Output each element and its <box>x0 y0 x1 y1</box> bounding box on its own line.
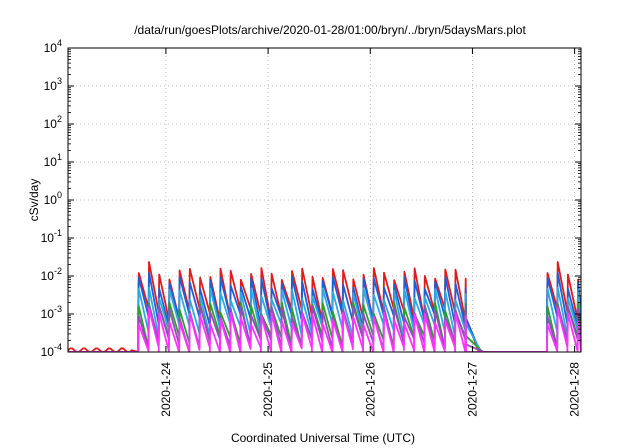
y-tick-label: 10-2 <box>41 266 62 283</box>
y-axis: 10-4 10-3 10-2 10-1 100 101 102 103 104 <box>41 38 581 359</box>
chart-title: /data/run/goesPlots/archive/2020-01-28/0… <box>134 23 526 37</box>
series-line-6 <box>68 307 581 352</box>
x-tick-label: 2020-1-24 <box>159 362 173 417</box>
y-tick-label: 104 <box>44 38 62 55</box>
y-tick-label: 103 <box>44 76 62 93</box>
x-axis: 2020-1-24 2020-1-25 2020-1-26 2020-1-27 2020… <box>159 48 582 417</box>
y-tick-label: 102 <box>44 114 62 131</box>
y-tick-label: 10-1 <box>41 228 62 245</box>
x-axis-label: Coordinated Universal Time (UTC) <box>231 431 415 445</box>
x-tick-label: 2020-1-25 <box>261 362 275 417</box>
y-tick-label: 100 <box>44 190 62 207</box>
x-tick-label: 2020-1-26 <box>363 362 377 417</box>
y-tick-label: 10-4 <box>41 342 62 359</box>
y-tick-label: 101 <box>44 152 62 169</box>
y-tick-label: 10-3 <box>41 304 62 321</box>
x-tick-label: 2020-1-28 <box>568 362 582 417</box>
series-line-2 <box>68 271 581 352</box>
y-axis-label: cSv/day <box>27 179 41 222</box>
grid <box>68 48 581 352</box>
series-group <box>68 261 581 352</box>
x-tick-label: 2020-1-27 <box>465 362 479 417</box>
